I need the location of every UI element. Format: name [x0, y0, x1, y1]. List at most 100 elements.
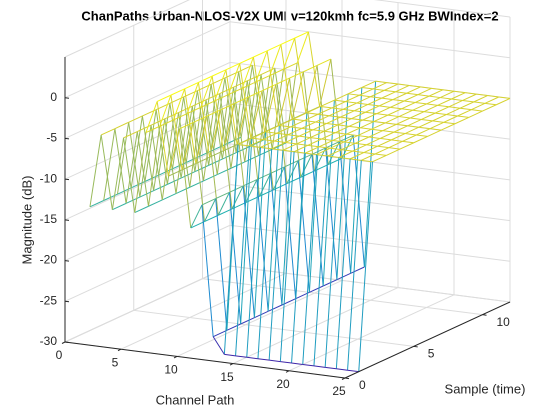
- mesh-segment: [280, 37, 295, 45]
- mesh-segment: [283, 166, 297, 299]
- mesh-segment: [301, 127, 314, 131]
- mesh-segment: [266, 44, 282, 52]
- mesh-segment: [413, 135, 428, 144]
- mesh-segment: [193, 115, 208, 123]
- mesh-segment: [235, 355, 247, 358]
- mesh-segment: [396, 117, 411, 125]
- mesh-segment: [148, 126, 161, 207]
- mesh-segment: [199, 84, 212, 157]
- mesh-segment: [315, 121, 327, 124]
- mesh-segment: [272, 166, 285, 191]
- mesh-segment: [185, 90, 198, 163]
- mesh-segment: [374, 147, 390, 155]
- mesh-segment: [111, 137, 125, 210]
- x-tick: [229, 363, 234, 366]
- mesh-segment: [416, 128, 431, 136]
- mesh-segment: [279, 118, 294, 126]
- mesh-segment: [350, 266, 365, 274]
- mesh-segment: [112, 202, 127, 211]
- x-tick: [61, 341, 66, 344]
- mesh-segment: [365, 105, 380, 113]
- mesh-segment: [257, 148, 273, 359]
- mesh-segment: [420, 86, 432, 89]
- mesh-segment: [418, 126, 431, 130]
- mesh-segment: [401, 102, 416, 110]
- mesh-segment: [116, 122, 130, 195]
- mesh-segment: [476, 93, 488, 97]
- mesh-segment: [244, 155, 259, 163]
- mesh-segment: [308, 106, 322, 293]
- mesh-segment: [304, 113, 319, 122]
- mesh-segment: [498, 96, 511, 99]
- mesh-segment: [401, 108, 413, 111]
- mesh-segment: [184, 88, 197, 164]
- mesh-segment: [350, 158, 362, 161]
- mesh-segment: [123, 131, 138, 139]
- mesh-segment: [384, 83, 399, 91]
- mesh-segment: [244, 81, 257, 162]
- x-tick-label: 0: [56, 348, 63, 362]
- y-tick: [344, 377, 350, 380]
- mesh-segment: [385, 116, 400, 124]
- mesh-segment: [388, 140, 403, 149]
- mesh-segment: [240, 317, 255, 325]
- mesh-segment: [337, 124, 350, 127]
- mesh-segment: [412, 109, 425, 113]
- mesh-segment: [409, 84, 421, 88]
- mesh-segment: [365, 111, 377, 115]
- mesh-segment: [144, 109, 157, 182]
- mesh-segment: [287, 127, 302, 136]
- mesh-segment: [356, 102, 369, 105]
- mesh-segment: [89, 200, 104, 208]
- mesh-segment: [377, 145, 389, 149]
- z-tick-label: -25: [40, 293, 58, 307]
- mesh-segment: [186, 106, 202, 115]
- mesh-segment: [259, 173, 272, 197]
- mesh-segment: [209, 109, 222, 158]
- mesh-segment: [382, 130, 394, 133]
- mesh-segment: [428, 95, 441, 99]
- mesh-segment: [357, 128, 372, 137]
- mesh-segment: [338, 141, 352, 274]
- mesh-segment: [327, 155, 339, 158]
- mesh-segment: [325, 147, 338, 280]
- mesh-segment: [241, 56, 254, 89]
- mesh-segment: [375, 80, 387, 84]
- mesh-segment: [429, 128, 442, 131]
- mesh-segment: [229, 185, 244, 193]
- mesh-segment: [360, 121, 375, 129]
- mesh-segment: [305, 146, 320, 154]
- mesh-segment: [386, 148, 401, 156]
- mesh-segment: [373, 120, 386, 124]
- x-tick-label: 25: [332, 384, 346, 398]
- mesh-segment: [205, 99, 218, 175]
- mesh-segment: [426, 97, 441, 105]
- mesh-segment: [189, 180, 204, 188]
- mesh-segment: [395, 91, 407, 94]
- mesh-segment: [337, 118, 352, 126]
- mesh-segment: [197, 82, 211, 158]
- mesh-segment: [233, 87, 246, 162]
- mesh-segment: [325, 366, 337, 370]
- mesh-segment: [237, 137, 253, 145]
- mesh-segment: [427, 129, 442, 137]
- mesh-segment: [128, 115, 143, 123]
- mesh-segment: [250, 90, 263, 139]
- mesh-segment: [304, 120, 316, 123]
- mesh-segment: [181, 122, 194, 170]
- mesh-segment: [459, 101, 475, 109]
- mesh-segment: [358, 161, 373, 372]
- mesh-segment: [276, 132, 289, 136]
- mesh-segment: [265, 125, 280, 133]
- mesh-segment: [306, 106, 321, 114]
- mesh-segment: [441, 123, 456, 131]
- x-tick: [285, 370, 290, 373]
- mesh-segment: [164, 118, 177, 194]
- mesh-segment: [217, 167, 232, 176]
- mesh-segment: [398, 109, 413, 118]
- mesh-segment: [396, 123, 408, 127]
- z-tick-label: -30: [40, 334, 58, 348]
- mesh-segment: [406, 86, 421, 94]
- mesh-segment: [323, 124, 339, 132]
- mesh-segment: [347, 369, 359, 373]
